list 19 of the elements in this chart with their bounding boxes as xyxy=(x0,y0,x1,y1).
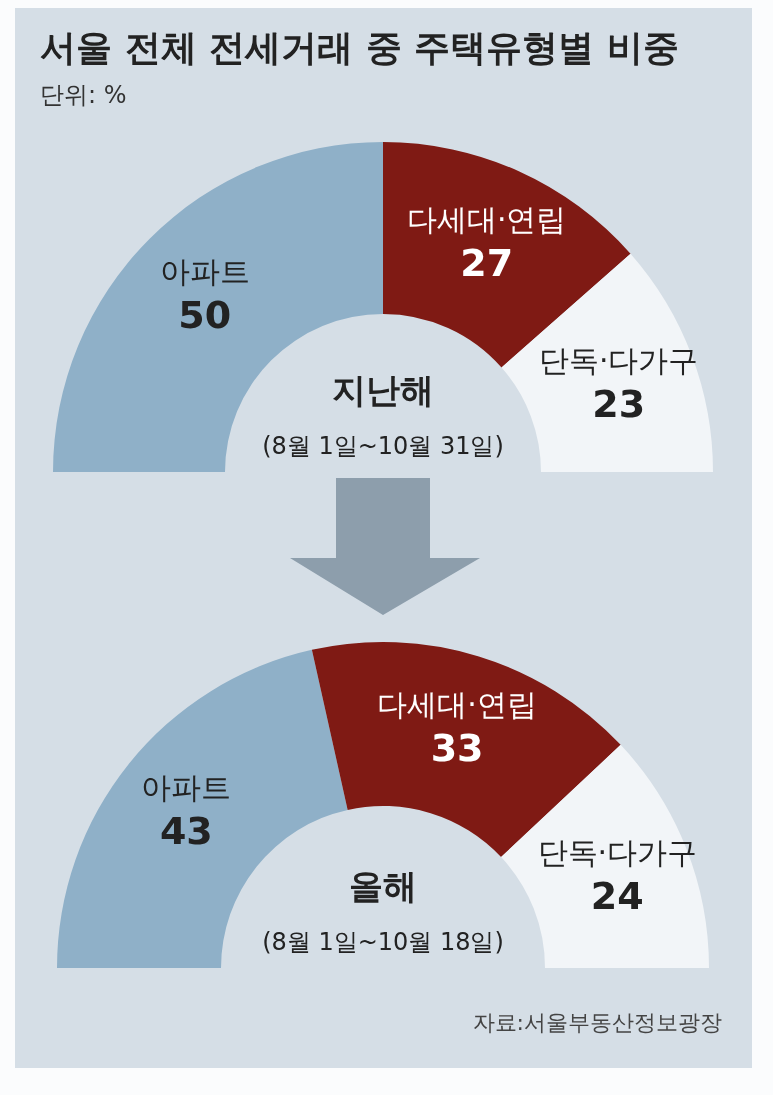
data-label: 23 xyxy=(592,381,646,426)
slice-label: 아파트 xyxy=(159,253,250,289)
slice-label: 다세대·연립 xyxy=(377,687,537,723)
data-label: 24 xyxy=(590,874,644,919)
slice-label: 아파트 xyxy=(141,770,232,806)
chart-subtitle: 단위: % xyxy=(40,81,127,109)
text: (8월 1일~10월 31일) xyxy=(262,432,504,460)
text: 올해 xyxy=(349,866,417,906)
data-label: 43 xyxy=(159,809,213,854)
chart-title: 서울 전체 전세거래 중 주택유형별 비중 xyxy=(40,27,679,68)
text: 지난해 xyxy=(332,370,434,410)
text: (8월 1일~10월 18일) xyxy=(262,928,504,956)
slice-label: 단독·다가구 xyxy=(537,835,698,871)
data-label: 50 xyxy=(178,292,232,337)
slice-label: 다세대·연립 xyxy=(406,202,567,238)
data-label: 33 xyxy=(430,726,484,771)
text: 자료:서울부동산정보광장 xyxy=(472,1010,722,1035)
slice-label: 단독·다가구 xyxy=(538,342,699,378)
data-label: 27 xyxy=(460,241,514,286)
